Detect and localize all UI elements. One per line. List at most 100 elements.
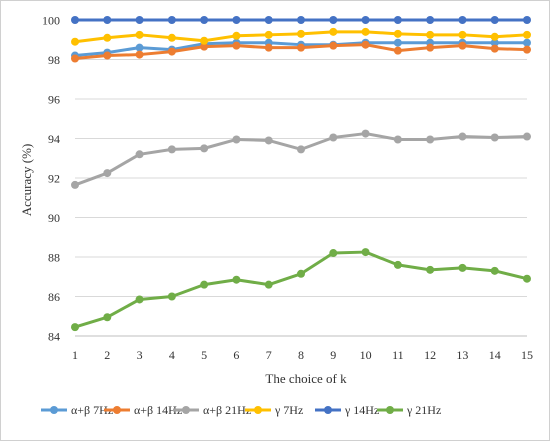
y-tick-label: 90 bbox=[48, 211, 60, 225]
x-tick-label: 3 bbox=[137, 348, 143, 362]
data-point bbox=[329, 41, 338, 50]
series-6 bbox=[71, 248, 531, 332]
series-layer bbox=[71, 16, 531, 332]
x-tick-label: 11 bbox=[392, 348, 404, 362]
data-point bbox=[426, 265, 435, 274]
data-point bbox=[200, 280, 209, 289]
data-point bbox=[361, 27, 370, 36]
series-4 bbox=[71, 27, 531, 46]
x-tick-label: 2 bbox=[104, 348, 110, 362]
legend-item: α+β 7Hz bbox=[41, 403, 113, 417]
x-tick-label: 9 bbox=[330, 348, 336, 362]
data-point bbox=[135, 50, 144, 59]
data-point bbox=[393, 46, 402, 55]
data-point bbox=[135, 43, 144, 52]
x-tick-label: 1 bbox=[72, 348, 78, 362]
legend-label: α+β 21Hz bbox=[203, 403, 251, 417]
x-axis-label: The choice of k bbox=[265, 371, 347, 386]
data-point bbox=[297, 43, 305, 52]
data-point bbox=[458, 41, 467, 50]
legend-item: γ 14Hz bbox=[315, 403, 379, 417]
data-point bbox=[458, 263, 467, 272]
data-point bbox=[167, 33, 176, 42]
data-point bbox=[393, 135, 402, 144]
data-point bbox=[264, 16, 273, 24]
data-point bbox=[523, 38, 531, 47]
data-point bbox=[329, 249, 338, 258]
data-point bbox=[264, 280, 273, 289]
data-point bbox=[200, 36, 209, 45]
data-point bbox=[523, 30, 531, 39]
data-point bbox=[523, 16, 531, 24]
data-point bbox=[297, 29, 305, 38]
data-point bbox=[490, 133, 499, 142]
y-tick-label: 94 bbox=[48, 132, 60, 146]
data-point bbox=[71, 180, 79, 189]
data-point bbox=[200, 144, 209, 153]
y-tick-label: 84 bbox=[48, 330, 60, 344]
data-point bbox=[490, 44, 499, 53]
x-tick-label: 14 bbox=[489, 348, 501, 362]
data-point bbox=[393, 260, 402, 269]
data-point bbox=[232, 41, 241, 50]
data-point bbox=[264, 43, 273, 52]
data-point bbox=[490, 266, 499, 275]
data-point bbox=[361, 248, 370, 257]
data-point bbox=[103, 313, 112, 322]
data-point bbox=[167, 292, 176, 301]
data-point bbox=[135, 295, 144, 304]
data-point bbox=[167, 47, 176, 56]
legend-item: α+β 21Hz bbox=[173, 403, 251, 417]
series-3 bbox=[71, 129, 531, 189]
data-point bbox=[426, 16, 435, 24]
data-point bbox=[200, 42, 209, 51]
data-point bbox=[426, 30, 435, 39]
x-tick-label: 4 bbox=[169, 348, 175, 362]
data-point bbox=[71, 54, 79, 63]
data-point bbox=[71, 37, 79, 46]
data-point bbox=[103, 169, 112, 178]
data-point bbox=[232, 275, 241, 284]
x-tick-label: 7 bbox=[266, 348, 272, 362]
legend: α+β 7Hz α+β 14Hz α+β 21Hz γ 7Hz γ 14Hz γ 21Hz bbox=[41, 403, 441, 417]
series-line bbox=[74, 250, 528, 329]
data-point bbox=[490, 32, 499, 41]
data-point bbox=[458, 30, 467, 39]
y-axis-label: Accuracy (%) bbox=[19, 144, 34, 217]
data-point bbox=[264, 136, 273, 145]
data-point bbox=[167, 16, 176, 24]
x-tick-label: 12 bbox=[424, 348, 436, 362]
data-point bbox=[458, 132, 467, 141]
legend-label: γ 7Hz bbox=[274, 403, 303, 417]
series-2 bbox=[71, 40, 531, 63]
y-tick-label: 92 bbox=[48, 172, 60, 186]
data-point bbox=[103, 16, 112, 24]
x-tick-label: 15 bbox=[521, 348, 533, 362]
data-point bbox=[393, 38, 402, 47]
data-point bbox=[135, 16, 144, 24]
x-tick-label: 5 bbox=[201, 348, 207, 362]
data-point bbox=[490, 38, 499, 47]
data-point bbox=[297, 145, 305, 154]
data-point bbox=[393, 16, 402, 24]
grid-lines bbox=[75, 19, 527, 337]
data-point bbox=[393, 29, 402, 38]
data-point bbox=[426, 43, 435, 52]
legend-item: γ 21Hz bbox=[377, 403, 441, 417]
series-line bbox=[74, 132, 528, 187]
data-point bbox=[523, 132, 531, 141]
data-point bbox=[232, 31, 241, 40]
data-point bbox=[297, 269, 305, 278]
y-tick-labels: 84 86 88 90 92 94 96 98 100 bbox=[42, 14, 60, 344]
x-tick-label: 13 bbox=[456, 348, 468, 362]
legend-label: α+β 14Hz bbox=[134, 403, 182, 417]
data-point bbox=[361, 40, 370, 49]
data-point bbox=[458, 16, 467, 24]
y-tick-label: 88 bbox=[48, 251, 60, 265]
data-point bbox=[200, 16, 209, 24]
data-point bbox=[361, 16, 370, 24]
legend-item: α+β 14Hz bbox=[104, 403, 182, 417]
data-point bbox=[103, 33, 112, 42]
